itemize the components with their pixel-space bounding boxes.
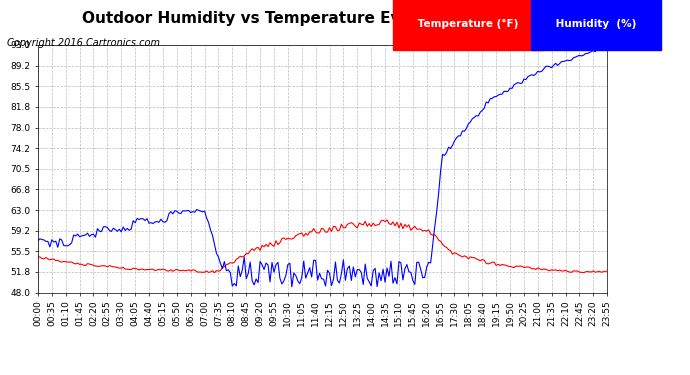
Text: Temperature (°F): Temperature (°F) [414,20,522,29]
Text: Copyright 2016 Cartronics.com: Copyright 2016 Cartronics.com [7,38,160,48]
Text: Outdoor Humidity vs Temperature Every 5 Minutes 20160927: Outdoor Humidity vs Temperature Every 5 … [81,11,609,26]
Text: Humidity  (%): Humidity (%) [552,20,640,29]
